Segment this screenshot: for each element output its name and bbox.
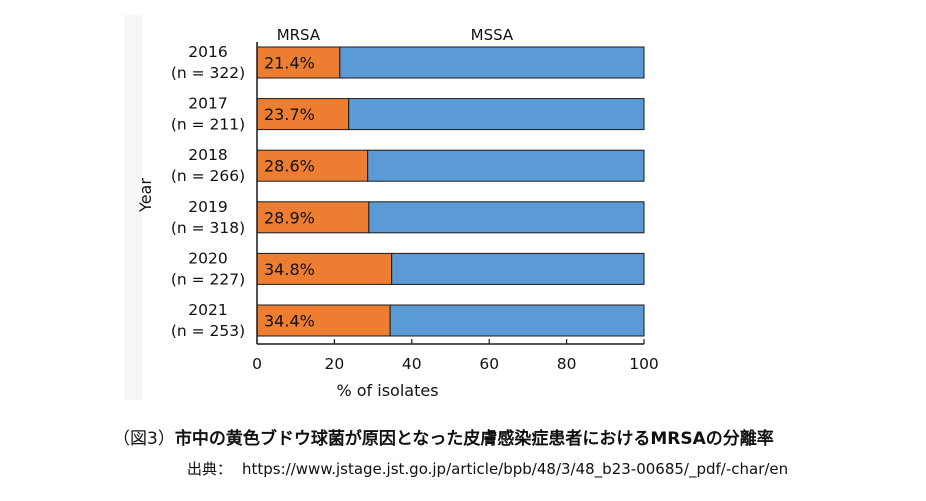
y-tick-year-2017: 2017	[188, 95, 227, 113]
source-url: https://www.jstage.jst.go.jp/article/bpb…	[242, 460, 789, 478]
bar-mrsa-2017	[256, 98, 350, 131]
legend-label-mrsa: MRSA	[277, 26, 321, 44]
data-label-2020: 34.8%	[264, 260, 315, 279]
y-axis-title: Year	[136, 178, 155, 213]
y-tick-n-2017: (n = 211)	[171, 116, 245, 134]
bar-mrsa-2021	[256, 304, 391, 337]
x-tick-label-0: 0	[252, 355, 262, 373]
bars-group	[256, 46, 645, 337]
y-tick-year-2021: 2021	[188, 301, 227, 319]
bar-mssa-2021	[389, 304, 645, 337]
data-label-2016: 21.4%	[264, 54, 315, 73]
labels-group: 21.4% 2016 (n = 322) 23.7% 2017 (n = 211) 28.6…	[171, 26, 514, 340]
x-tick-label-100: 100	[629, 355, 659, 373]
y-tick-year-2019: 2019	[188, 198, 227, 216]
axes-group: 0 20 40 60 80 100 % of isolates Year	[136, 42, 659, 400]
figure-caption: （図3）市中の黄色ブドウ球菌が原因となった皮膚感染症患者におけるMRSAの分離率	[113, 424, 774, 449]
x-tick-label-60: 60	[479, 355, 499, 373]
x-tick-label-40: 40	[402, 355, 422, 373]
caption-title: 市中の黄色ブドウ球菌が原因となった皮膚感染症患者におけるMRSAの分離率	[174, 429, 774, 449]
y-tick-n-2018: (n = 266)	[171, 167, 245, 185]
source-line: 出典： https://www.jstage.jst.go.jp/article/…	[187, 458, 788, 479]
legend-label-mssa: MSSA	[471, 26, 514, 44]
y-tick-year-2018: 2018	[188, 146, 227, 164]
y-tick-n-2016: (n = 322)	[171, 64, 245, 82]
stacked-bar-chart: 21.4% 2016 (n = 322) 23.7% 2017 (n = 211) 28.6…	[124, 15, 659, 400]
y-tick-n-2020: (n = 227)	[171, 270, 245, 288]
y-tick-n-2019: (n = 318)	[171, 219, 245, 237]
data-label-2018: 28.6%	[264, 157, 315, 176]
y-tick-n-2021: (n = 253)	[171, 322, 245, 340]
x-tick-label-80: 80	[557, 355, 577, 373]
source-label: 出典：	[187, 460, 233, 478]
bar-mssa-2018	[367, 149, 645, 182]
caption-number: （図3）	[113, 429, 175, 449]
y-tick-year-2016: 2016	[188, 43, 227, 61]
bar-mssa-2020	[391, 252, 645, 285]
x-tick-label-20: 20	[325, 355, 345, 373]
bar-mrsa-2020	[256, 252, 393, 285]
faint-background-strip	[124, 15, 142, 400]
y-tick-year-2020: 2020	[188, 249, 227, 267]
data-label-2021: 34.4%	[264, 312, 315, 331]
data-label-2017: 23.7%	[264, 105, 315, 124]
bar-mssa-2017	[348, 98, 645, 131]
data-label-2019: 28.9%	[264, 208, 315, 227]
x-axis-title: % of isolates	[336, 381, 438, 400]
bar-mssa-2016	[339, 46, 645, 79]
bar-mssa-2019	[368, 201, 645, 234]
